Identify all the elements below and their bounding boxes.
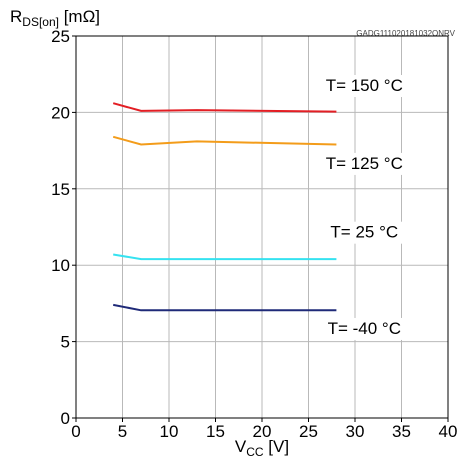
y-tick-label: 25 <box>51 27 70 46</box>
series-label-background <box>320 152 409 175</box>
series-label: T= 150 °C <box>326 76 403 95</box>
y-tick-label: 20 <box>51 103 70 122</box>
series-line <box>112 135 337 146</box>
x-tick-label: 40 <box>439 422 458 441</box>
x-tick-label: 25 <box>299 422 318 441</box>
series-line <box>113 253 337 261</box>
series-label-background <box>320 317 409 340</box>
y-tick-label: 5 <box>61 333 70 352</box>
x-tick-label: 20 <box>253 422 272 441</box>
x-axis-label: VCC [V] <box>235 437 289 459</box>
x-tick-label: 15 <box>206 422 225 441</box>
y-axis-label: RDS[on] [mΩ] <box>10 7 100 29</box>
x-tick-label: 35 <box>392 422 411 441</box>
series-line <box>113 303 337 312</box>
series-label: T= -40 °C <box>328 319 401 338</box>
x-tick-label: 10 <box>160 422 179 441</box>
series-label-background <box>320 221 409 244</box>
axis-ticks: 0 5 10 15 20 25 30 35 40 0 5 10 15 20 25 <box>51 27 457 441</box>
series-line <box>112 102 337 113</box>
x-tick-label: 0 <box>71 422 80 441</box>
series-label-background <box>320 75 409 98</box>
y-tick-label: 15 <box>51 180 70 199</box>
y-tick-label: 0 <box>61 409 70 428</box>
series-labels: T= 150 °C T= 125 °C T= 25 °C T= -40 °C <box>320 75 409 340</box>
series-label: T= 125 °C <box>326 154 403 173</box>
document-code: GADG111020181032ONRV <box>356 29 455 38</box>
series-label: T= 25 °C <box>330 223 398 242</box>
series-lines <box>112 102 337 312</box>
x-tick-label: 5 <box>118 422 127 441</box>
y-tick-label: 10 <box>51 256 70 275</box>
x-tick-label: 30 <box>346 422 365 441</box>
